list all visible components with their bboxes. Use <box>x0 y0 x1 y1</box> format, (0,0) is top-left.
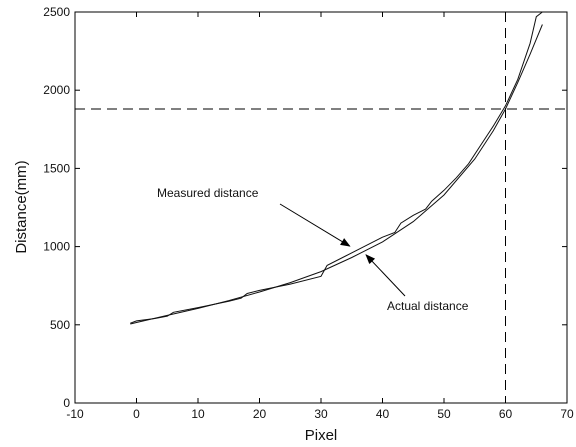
x-tick-label: 60 <box>499 407 513 421</box>
series-lines <box>130 11 543 325</box>
reference-lines <box>75 12 567 403</box>
y-tick-label: 0 <box>63 396 70 410</box>
y-tick-label: 1500 <box>43 161 70 175</box>
x-tick-label: 30 <box>314 407 328 421</box>
y-tick-label: 1000 <box>43 240 70 254</box>
actual-distance-line <box>130 24 543 325</box>
x-tick-label: 70 <box>560 407 574 421</box>
x-axis-label: Pixel <box>305 427 338 444</box>
x-tick-label: 0 <box>133 407 140 421</box>
x-tick-label: 10 <box>191 407 205 421</box>
x-tick-label: 20 <box>253 407 267 421</box>
y-axis-label: Distance(mm) <box>13 160 30 253</box>
annotation-measured-distance: Measured distance <box>157 186 259 200</box>
y-tick-label: 2000 <box>43 83 70 97</box>
annotation-actual-distance: Actual distance <box>387 299 469 313</box>
y-tick-label: 2500 <box>43 5 70 19</box>
annotation-arrow-actual <box>365 254 406 297</box>
annotations: Measured distance Actual distance <box>157 186 469 313</box>
annotation-arrow-measured <box>279 203 351 247</box>
x-tick-label: 40 <box>376 407 390 421</box>
x-tick-label: -10 <box>66 407 84 421</box>
measured-distance-line <box>130 11 543 324</box>
x-tick-label: 50 <box>437 407 451 421</box>
y-tick-label: 500 <box>50 318 70 332</box>
plot-area <box>74 11 568 404</box>
